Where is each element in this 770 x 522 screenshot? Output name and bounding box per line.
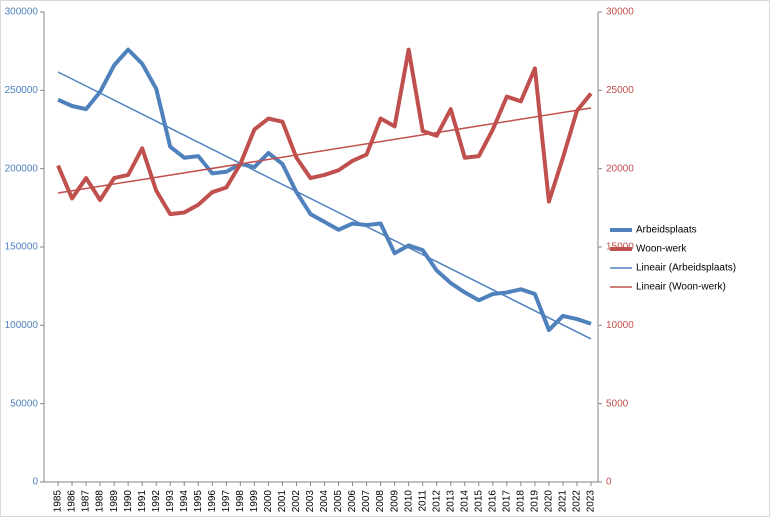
x-tick-label: 2011 xyxy=(417,490,428,512)
x-tick-label: 2010 xyxy=(403,490,414,513)
x-tick-label: 2005 xyxy=(333,490,344,513)
legend-label: Woon-werk xyxy=(636,244,687,255)
series-line xyxy=(56,47,593,217)
x-tick-label: 2015 xyxy=(473,490,484,513)
y2-tick-label: 30000 xyxy=(606,7,634,18)
y2-tick-label: 20000 xyxy=(606,163,634,174)
y-tick-label: 150000 xyxy=(5,242,39,253)
y-tick-label: 250000 xyxy=(5,85,39,96)
x-tick-label: 1989 xyxy=(109,490,120,513)
x-tick-label: 1994 xyxy=(179,490,190,513)
x-tick-label: 2002 xyxy=(291,490,302,513)
x-tick-label: 1996 xyxy=(207,490,218,513)
x-tick-label: 2009 xyxy=(389,490,400,513)
x-tick-label: 2019 xyxy=(530,490,541,513)
x-tick-label: 2013 xyxy=(445,490,456,513)
x-tick-label: 2021 xyxy=(558,490,569,513)
x-tick-label: 2007 xyxy=(361,490,372,513)
x-tick-label: 2023 xyxy=(586,490,597,513)
y2-tick-label: 10000 xyxy=(606,320,634,331)
x-tick-label: 2000 xyxy=(263,490,274,513)
x-tick-label: 1991 xyxy=(137,490,148,513)
y-tick-label: 50000 xyxy=(10,398,38,409)
x-tick-label: 2003 xyxy=(305,490,316,513)
x-tick-label: 2018 xyxy=(516,490,527,513)
x-tick-label: 1995 xyxy=(193,490,204,513)
x-tick-label: 1986 xyxy=(67,490,78,513)
x-tick-label: 1988 xyxy=(95,490,106,513)
x-tick-label: 2017 xyxy=(501,490,512,513)
y-tick-label: 200000 xyxy=(5,163,39,174)
x-tick-label: 2008 xyxy=(375,490,386,513)
x-tick-label: 2012 xyxy=(431,490,442,513)
x-tick-label: 1999 xyxy=(249,490,260,513)
y-tick-label: 300000 xyxy=(5,7,39,18)
x-tick-label: 1993 xyxy=(165,490,176,513)
series-line xyxy=(57,107,592,194)
legend-label: Lineair (Woon-werk) xyxy=(636,282,726,293)
x-tick-label: 1997 xyxy=(221,490,232,513)
x-tick-label: 2020 xyxy=(544,490,555,513)
legend-label: Lineair (Arbeidsplaats) xyxy=(636,263,736,274)
x-tick-label: 2001 xyxy=(277,490,288,513)
series-line xyxy=(57,71,592,340)
x-tick-label: 1987 xyxy=(81,490,92,513)
legend-label: Arbeidsplaats xyxy=(636,225,697,236)
x-tick-label: 2022 xyxy=(572,490,583,513)
x-tick-label: 2014 xyxy=(459,490,470,513)
y-tick-label: 0 xyxy=(32,477,38,488)
y2-tick-label: 25000 xyxy=(606,85,634,96)
x-tick-label: 2004 xyxy=(319,490,330,513)
series-line xyxy=(57,47,592,333)
y2-tick-label: 0 xyxy=(606,477,612,488)
x-tick-label: 2006 xyxy=(347,490,358,513)
y-tick-label: 100000 xyxy=(5,320,39,331)
x-tick-label: 2016 xyxy=(487,490,498,513)
x-tick-label: 1992 xyxy=(151,490,162,513)
x-tick-label: 1990 xyxy=(123,490,134,513)
y2-tick-label: 5000 xyxy=(606,398,629,409)
x-tick-label: 1985 xyxy=(53,490,64,513)
x-tick-label: 1998 xyxy=(235,490,246,513)
